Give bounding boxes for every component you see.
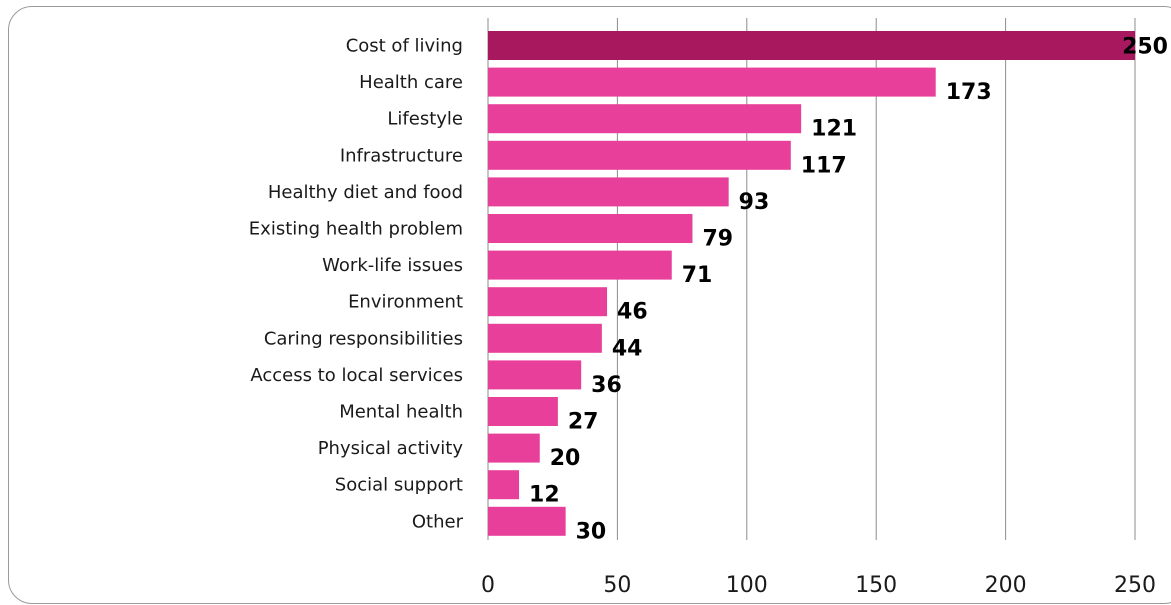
category-label: Cost of living (346, 36, 463, 57)
bar (488, 31, 1135, 60)
x-tick-label: 250 (1114, 573, 1156, 598)
category-label: Access to local services (250, 365, 463, 386)
bar (488, 104, 802, 134)
bar (488, 506, 566, 536)
value-label: 117 (801, 153, 847, 178)
category-label: Existing health problem (249, 219, 463, 240)
category-label: Healthy diet and food (268, 182, 463, 203)
bar (488, 287, 608, 317)
bar (488, 360, 582, 390)
category-label: Mental health (339, 402, 463, 423)
category-label: Social support (335, 475, 463, 496)
x-tick-label: 200 (985, 573, 1027, 598)
value-label: 36 (591, 373, 622, 398)
bar (488, 140, 791, 170)
value-label: 173 (946, 80, 992, 105)
category-label: Lifestyle (387, 109, 463, 130)
bar (488, 177, 729, 207)
category-label: Health care (359, 72, 463, 93)
category-label: Infrastructure (340, 145, 463, 166)
bar (488, 250, 672, 280)
bar (488, 397, 558, 426)
x-tick-label: 50 (603, 573, 631, 598)
bar (488, 323, 602, 353)
value-label: 20 (550, 446, 581, 471)
value-label: 30 (576, 519, 607, 544)
x-tick-label: 150 (855, 573, 897, 598)
value-label: 12 (529, 483, 560, 508)
category-label: Caring responsibilities (264, 328, 463, 349)
bar (488, 470, 520, 500)
value-label: 44 (612, 336, 643, 361)
bar (488, 67, 936, 97)
category-label: Work-life issues (322, 255, 463, 276)
value-label: 93 (739, 190, 770, 215)
x-tick-label: 0 (481, 573, 495, 598)
value-label: 71 (682, 263, 713, 288)
value-label: 121 (811, 117, 857, 142)
category-label: Other (412, 511, 464, 532)
x-tick-label: 100 (726, 573, 768, 598)
category-label: Physical activity (318, 438, 464, 459)
value-label: 250 (1122, 35, 1168, 60)
bar (488, 214, 693, 243)
value-label: 46 (617, 300, 648, 325)
category-label: Environment (348, 292, 463, 313)
bar (488, 433, 540, 463)
chart-frame (8, 6, 1171, 604)
value-label: 79 (702, 227, 733, 252)
value-label: 27 (568, 410, 599, 435)
